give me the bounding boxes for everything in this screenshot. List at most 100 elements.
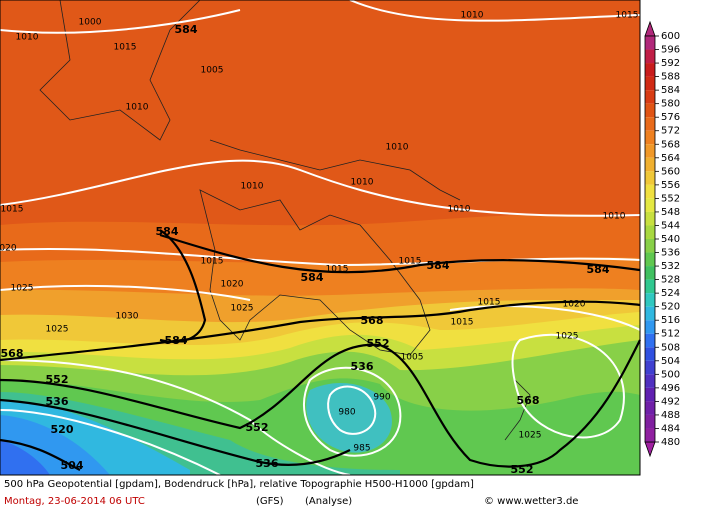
contour-label: 1025 <box>11 284 34 294</box>
contour-label: 1010 <box>16 33 39 43</box>
scale-label: 512 <box>661 329 680 340</box>
scale-label: 560 <box>661 166 680 177</box>
contour-label: 504 <box>61 459 84 472</box>
contour-label: 1025 <box>556 332 579 342</box>
scale-cell <box>645 36 655 50</box>
contour-label: 1010 <box>448 205 471 215</box>
scale-label: 576 <box>661 112 680 123</box>
contour-label: 1010 <box>386 143 409 153</box>
isobar <box>0 359 351 476</box>
contour-label: 1005 <box>201 66 224 76</box>
scale-cell <box>645 306 655 321</box>
scale-cell <box>645 103 655 118</box>
scale-label: 492 <box>661 396 680 407</box>
scale-cell <box>645 401 655 415</box>
contour-label: 1025 <box>46 325 69 335</box>
scale-label: 504 <box>661 356 680 367</box>
contour-label: 1030 <box>116 312 139 322</box>
contour-label: 536 <box>46 395 69 408</box>
height-contour <box>0 438 81 471</box>
contour-label: 536 <box>256 457 279 470</box>
scale-cell <box>645 387 655 402</box>
contour-label: 1025 <box>519 431 542 441</box>
band-504 <box>0 440 50 475</box>
contour-label: 1015 <box>616 11 639 21</box>
scale-cell <box>645 293 655 307</box>
scale-cell <box>645 144 655 158</box>
color-scale: 600 596 592 588 584 580 576 572 568 564 560 556 552 5… <box>644 20 680 458</box>
isobar <box>0 159 641 217</box>
contour-label: 020 <box>0 244 17 254</box>
contour-label: 985 <box>353 444 370 454</box>
height-contour <box>0 300 641 362</box>
contour-label: 1010 <box>241 182 264 192</box>
scale-label: 484 <box>661 423 680 434</box>
scale-label: 524 <box>661 288 680 299</box>
scale-label: 488 <box>661 410 680 421</box>
contour-label: 1015 <box>326 265 349 275</box>
scale-cell <box>645 157 655 172</box>
scale-label: 556 <box>661 180 680 191</box>
scale-label: 532 <box>661 261 680 272</box>
scale-cell <box>645 225 655 239</box>
scale-label: 500 <box>661 369 680 380</box>
isobar <box>0 9 241 34</box>
contour-label: 1015 <box>1 205 24 215</box>
isobar <box>0 248 641 267</box>
scale-label: 520 <box>661 302 680 313</box>
scale-cell <box>645 239 655 253</box>
scale-cell <box>645 117 655 131</box>
run-type: (Analyse) <box>305 496 352 507</box>
contour-label: 568 <box>1 347 24 360</box>
scale-cell <box>645 428 655 442</box>
scale-label: 580 <box>661 99 680 110</box>
scale-cell <box>645 374 655 388</box>
map-description: 500 hPa Geopotential [gpdam], Bodendruck… <box>4 479 474 490</box>
scale-label: 600 <box>661 31 680 42</box>
contour-label: 552 <box>367 337 390 350</box>
isobar <box>511 333 625 439</box>
contour-label: 1000 <box>79 18 102 28</box>
scale-cell <box>645 333 655 348</box>
contour-label: 552 <box>246 421 269 434</box>
contour-label: 584 <box>175 23 198 36</box>
scale-cell <box>645 320 655 334</box>
scale-label: 552 <box>661 193 680 204</box>
contour-label: 1015 <box>478 298 501 308</box>
scale-cell <box>645 49 655 64</box>
scale-label: 536 <box>661 248 680 259</box>
scale-cell <box>645 198 655 212</box>
contour-label: 584 <box>156 225 179 238</box>
isobar <box>0 284 251 301</box>
isobar <box>327 385 377 435</box>
contour-label: 552 <box>511 463 534 476</box>
scale-label: 544 <box>661 220 680 231</box>
isobar <box>449 305 641 331</box>
isobar <box>349 0 641 22</box>
scale-label: 516 <box>661 315 680 326</box>
contour-label: 584 <box>587 263 610 276</box>
coastline <box>39 0 201 141</box>
model-name: (GFS) <box>256 496 284 507</box>
contour-label: 1010 <box>461 11 484 21</box>
height-contour <box>0 398 351 466</box>
isobar <box>0 409 221 476</box>
contour-label: 1015 <box>201 257 224 267</box>
scale-label: 572 <box>661 126 680 137</box>
scale-label: 584 <box>661 85 680 96</box>
contour-label: 568 <box>361 314 384 327</box>
contour-label: 1020 <box>221 280 244 290</box>
scale-label: 588 <box>661 72 680 83</box>
scale-cell <box>645 76 655 91</box>
map-frame <box>0 0 641 476</box>
scale-cell <box>645 279 655 294</box>
height-contour <box>0 339 641 468</box>
credit: © www.wetter3.de <box>484 496 578 507</box>
scale-cell <box>645 211 655 226</box>
scale-label: 540 <box>661 234 680 245</box>
scale-label: 508 <box>661 342 680 353</box>
map-date: Montag, 23-06-2014 06 UTC <box>4 496 145 507</box>
contour-label: 1015 <box>451 318 474 328</box>
contour-label: 536 <box>351 360 374 373</box>
